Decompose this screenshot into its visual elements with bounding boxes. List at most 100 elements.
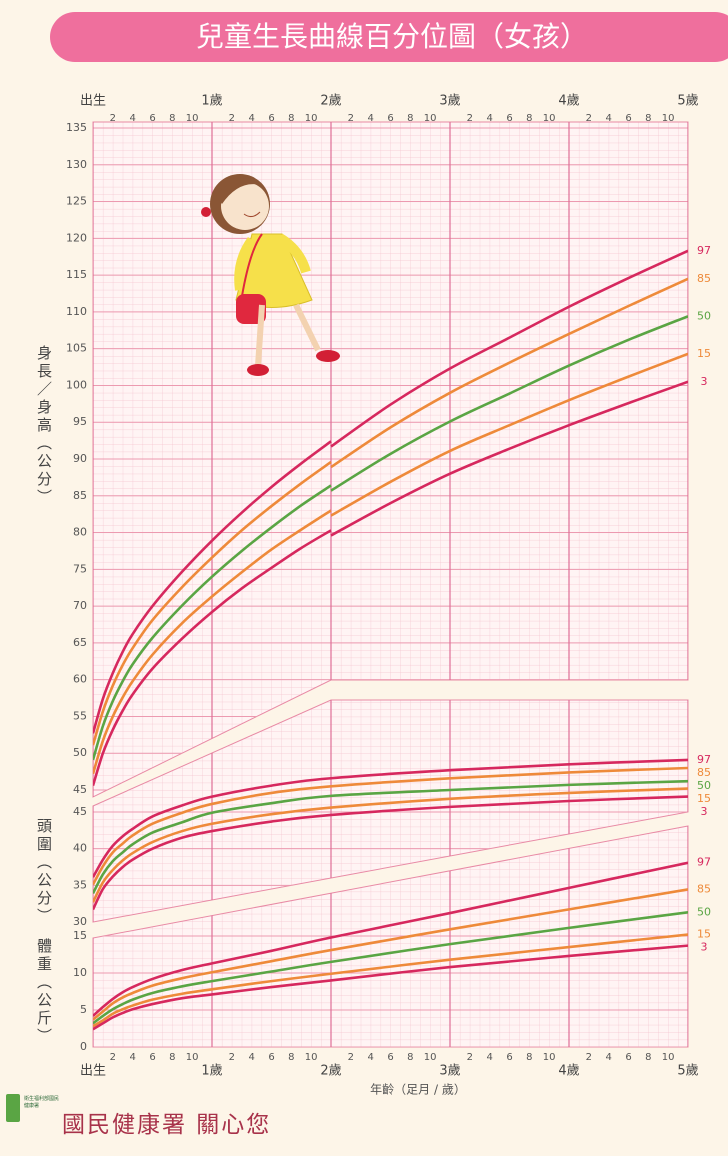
percentile-curve [93, 861, 688, 1017]
y-axis-title: 身長／身高（公分） [35, 345, 53, 507]
x-minor-tick-label: 6 [149, 1052, 155, 1063]
x-minor-tick-label: 8 [288, 1052, 294, 1063]
percentile-curve [93, 758, 688, 878]
percentile-curve [93, 277, 688, 746]
y-tick-label: 135 [66, 121, 87, 134]
y-tick-label: 95 [73, 415, 87, 428]
x-minor-tick-label: 8 [645, 1052, 651, 1063]
y-tick-label: 45 [73, 783, 87, 796]
y-axis-title: 體重（公斤） [35, 938, 53, 1046]
x-minor-tick-label: 2 [229, 113, 235, 124]
x-minor-tick-label: 4 [129, 1052, 135, 1063]
x-minor-tick-label: 2 [467, 113, 473, 124]
legend-label: 97 [697, 856, 711, 869]
x-minor-tick-label: 10 [186, 1052, 199, 1063]
footer-text: 國民健康署 關心您 [62, 1112, 272, 1138]
y-tick-label: 110 [66, 305, 87, 318]
legend-label: 3 [701, 941, 708, 954]
legend-label: 15 [697, 347, 711, 360]
x-minor-tick-label: 6 [506, 1052, 512, 1063]
logo-text: 衛生福利部國民健康署 [24, 1096, 60, 1109]
x-minor-tick-label: 8 [645, 113, 651, 124]
y-tick-label: 120 [66, 231, 87, 244]
x-minor-tick-label: 10 [543, 1052, 556, 1063]
logo: 衛生福利部國民健康署 [24, 1096, 60, 1110]
x-minor-tick-label: 6 [268, 1052, 274, 1063]
percentile-curve [93, 249, 688, 734]
percentile-curve [93, 315, 688, 761]
legend-label: 85 [697, 766, 711, 779]
girl-illustration [201, 174, 340, 376]
x-minor-tick-label: 4 [605, 113, 611, 124]
x-minor-tick-label: 4 [486, 1052, 492, 1063]
x-tick-label: 3歲 [439, 1064, 460, 1079]
y-axis-title: 頭圍（公分） [35, 818, 53, 926]
x-minor-tick-label: 4 [486, 113, 492, 124]
y-tick-label: 50 [73, 746, 87, 759]
x-tick-label: 1歲 [201, 94, 222, 109]
y-tick-label: 85 [73, 489, 87, 502]
legend-label: 85 [697, 882, 711, 895]
x-minor-tick-label: 4 [367, 113, 373, 124]
legend-label: 97 [697, 244, 711, 257]
x-minor-tick-label: 4 [248, 1052, 254, 1063]
y-tick-label: 5 [80, 1003, 87, 1016]
x-minor-tick-label: 6 [625, 1052, 631, 1063]
x-minor-tick-label: 2 [229, 1052, 235, 1063]
y-tick-label: 70 [73, 599, 87, 612]
x-minor-tick-label: 6 [149, 113, 155, 124]
x-minor-tick-label: 4 [248, 113, 254, 124]
y-tick-label: 90 [73, 452, 87, 465]
legend-label: 50 [697, 309, 711, 322]
y-tick-label: 100 [66, 378, 87, 391]
x-minor-tick-label: 10 [305, 113, 318, 124]
y-tick-label: 75 [73, 562, 87, 575]
y-tick-label: 35 [73, 878, 87, 891]
x-minor-tick-label: 2 [110, 113, 116, 124]
y-tick-label: 60 [73, 673, 87, 686]
percentile-curve [93, 766, 688, 886]
percentile-curve [93, 888, 688, 1021]
percentile-curve [93, 911, 688, 1025]
x-minor-tick-label: 10 [543, 113, 556, 124]
x-minor-tick-label: 8 [288, 113, 294, 124]
percentile-curve [93, 787, 688, 903]
x-minor-tick-label: 8 [169, 1052, 175, 1063]
x-minor-tick-label: 2 [348, 1052, 354, 1063]
x-tick-label: 1歲 [201, 1064, 222, 1079]
percentile-curve [93, 380, 688, 786]
x-tick-label: 5歲 [677, 1064, 698, 1079]
x-minor-tick-label: 6 [268, 113, 274, 124]
x-minor-tick-label: 10 [305, 1052, 318, 1063]
percentile-curve [93, 779, 688, 894]
x-tick-label: 2歲 [320, 94, 341, 109]
y-tick-label: 45 [73, 805, 87, 818]
x-minor-tick-label: 10 [424, 1052, 437, 1063]
legend-label: 50 [697, 905, 711, 918]
x-minor-tick-label: 6 [506, 113, 512, 124]
x-minor-tick-label: 4 [129, 113, 135, 124]
legend-label: 15 [697, 928, 711, 941]
x-tick-label: 2歲 [320, 1064, 341, 1079]
y-tick-label: 65 [73, 636, 87, 649]
y-tick-label: 30 [73, 915, 87, 928]
x-minor-tick-label: 2 [467, 1052, 473, 1063]
legend-label: 3 [701, 375, 708, 388]
y-tick-label: 55 [73, 709, 87, 722]
percentile-curve [93, 795, 688, 911]
x-tick-label: 4歲 [558, 94, 579, 109]
x-minor-tick-label: 10 [662, 113, 675, 124]
logo-mark [6, 1094, 20, 1122]
legend-label: 97 [697, 753, 711, 766]
y-tick-label: 105 [66, 342, 87, 355]
y-tick-label: 0 [80, 1040, 87, 1053]
chart-title: 兒童生長曲線百分位圖（女孩） [196, 20, 588, 53]
x-minor-tick-label: 10 [424, 113, 437, 124]
y-tick-label: 40 [73, 842, 87, 855]
x-minor-tick-label: 2 [586, 113, 592, 124]
y-tick-label: 130 [66, 158, 87, 171]
x-minor-tick-label: 4 [367, 1052, 373, 1063]
legend-label: 85 [697, 272, 711, 285]
title-banner [50, 12, 728, 62]
